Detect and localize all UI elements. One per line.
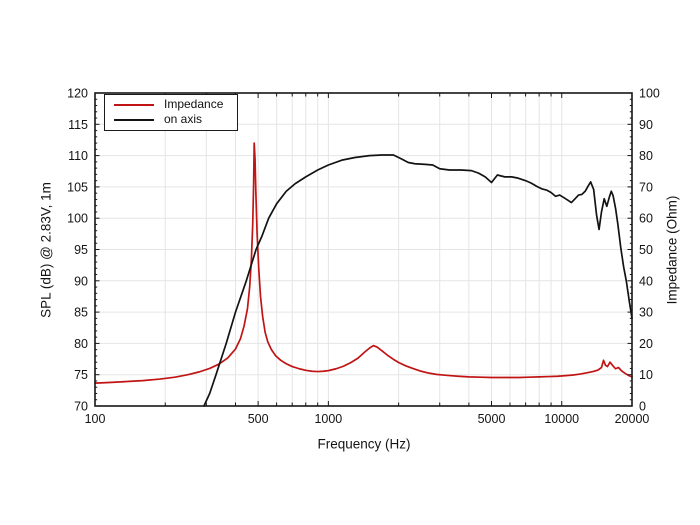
svg-text:0: 0	[639, 400, 646, 414]
svg-text:60: 60	[639, 212, 653, 226]
svg-text:5000: 5000	[478, 412, 506, 426]
svg-text:100: 100	[67, 212, 88, 226]
svg-text:40: 40	[639, 274, 653, 288]
svg-text:500: 500	[248, 412, 269, 426]
impedance-line-swatch	[114, 103, 154, 106]
svg-text:115: 115	[68, 118, 88, 132]
legend-item-impedance: Impedance	[105, 97, 237, 112]
svg-text:50: 50	[639, 243, 653, 257]
legend-item-on-axis: on axis	[105, 112, 237, 127]
svg-text:20: 20	[639, 337, 653, 351]
legend: Impedance on axis	[104, 94, 238, 131]
svg-text:85: 85	[74, 306, 88, 320]
y-axis-left-title: SPL (dB) @ 2.83V, 1m	[38, 182, 54, 318]
svg-text:70: 70	[639, 180, 653, 194]
svg-text:10: 10	[639, 368, 653, 382]
svg-text:95: 95	[74, 243, 88, 257]
legend-label-impedance: Impedance	[164, 97, 224, 111]
svg-text:90: 90	[639, 118, 653, 132]
svg-text:75: 75	[74, 368, 88, 382]
on-axis-line-swatch	[114, 118, 154, 121]
svg-text:105: 105	[67, 180, 88, 194]
svg-text:120: 120	[67, 87, 88, 101]
svg-text:100: 100	[85, 412, 106, 426]
legend-label-on-axis: on axis	[164, 112, 203, 126]
svg-text:10000: 10000	[544, 412, 579, 426]
y-axis-right-title: Impedance (Ohm)	[664, 195, 680, 305]
svg-text:80: 80	[74, 337, 88, 351]
svg-text:30: 30	[639, 306, 653, 320]
svg-text:1000: 1000	[314, 412, 342, 426]
x-axis-title: Frequency (Hz)	[317, 436, 411, 452]
svg-text:100: 100	[639, 87, 660, 101]
svg-text:80: 80	[639, 149, 653, 163]
svg-text:70: 70	[74, 400, 88, 414]
svg-text:110: 110	[68, 149, 88, 163]
svg-text:90: 90	[74, 274, 88, 288]
svg-text:20000: 20000	[615, 412, 650, 426]
